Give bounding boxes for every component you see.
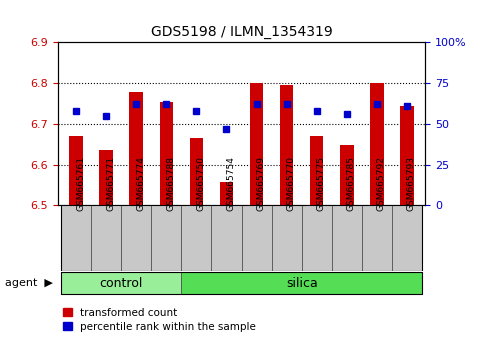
Bar [310, 136, 324, 205]
Text: GSM665774: GSM665774 [136, 156, 145, 211]
Text: GSM665769: GSM665769 [256, 155, 266, 211]
Bar [250, 83, 263, 205]
Text: GSM665788: GSM665788 [166, 155, 175, 211]
Bar [362, 205, 392, 271]
Bar [190, 138, 203, 205]
Bar [61, 272, 181, 295]
Bar [91, 205, 121, 271]
Title: GDS5198 / ILMN_1354319: GDS5198 / ILMN_1354319 [151, 25, 332, 39]
Bar [302, 205, 332, 271]
Bar [280, 85, 293, 205]
Text: GSM665792: GSM665792 [377, 156, 386, 211]
Bar [340, 145, 354, 205]
Text: GSM665754: GSM665754 [227, 156, 235, 211]
Bar [129, 92, 143, 205]
Bar [151, 205, 181, 271]
Text: GSM665771: GSM665771 [106, 155, 115, 211]
Text: GSM665761: GSM665761 [76, 155, 85, 211]
Text: GSM665793: GSM665793 [407, 155, 416, 211]
Bar [181, 272, 422, 295]
Bar [220, 182, 233, 205]
Bar [242, 205, 271, 271]
Bar [99, 150, 113, 205]
Text: GSM665750: GSM665750 [197, 155, 205, 211]
Bar [181, 205, 212, 271]
Text: silica: silica [286, 277, 317, 290]
Text: GSM665770: GSM665770 [286, 155, 296, 211]
Bar [400, 105, 414, 205]
Text: control: control [99, 277, 143, 290]
Text: GSM665775: GSM665775 [317, 155, 326, 211]
Bar [332, 205, 362, 271]
Bar [69, 136, 83, 205]
Bar [121, 205, 151, 271]
Text: GSM665785: GSM665785 [347, 155, 356, 211]
Bar [271, 205, 302, 271]
Bar [370, 83, 384, 205]
Bar [61, 205, 91, 271]
Bar [392, 205, 422, 271]
Text: agent  ▶: agent ▶ [5, 278, 53, 288]
Bar [159, 102, 173, 205]
Bar [212, 205, 242, 271]
Legend: transformed count, percentile rank within the sample: transformed count, percentile rank withi… [63, 308, 256, 332]
